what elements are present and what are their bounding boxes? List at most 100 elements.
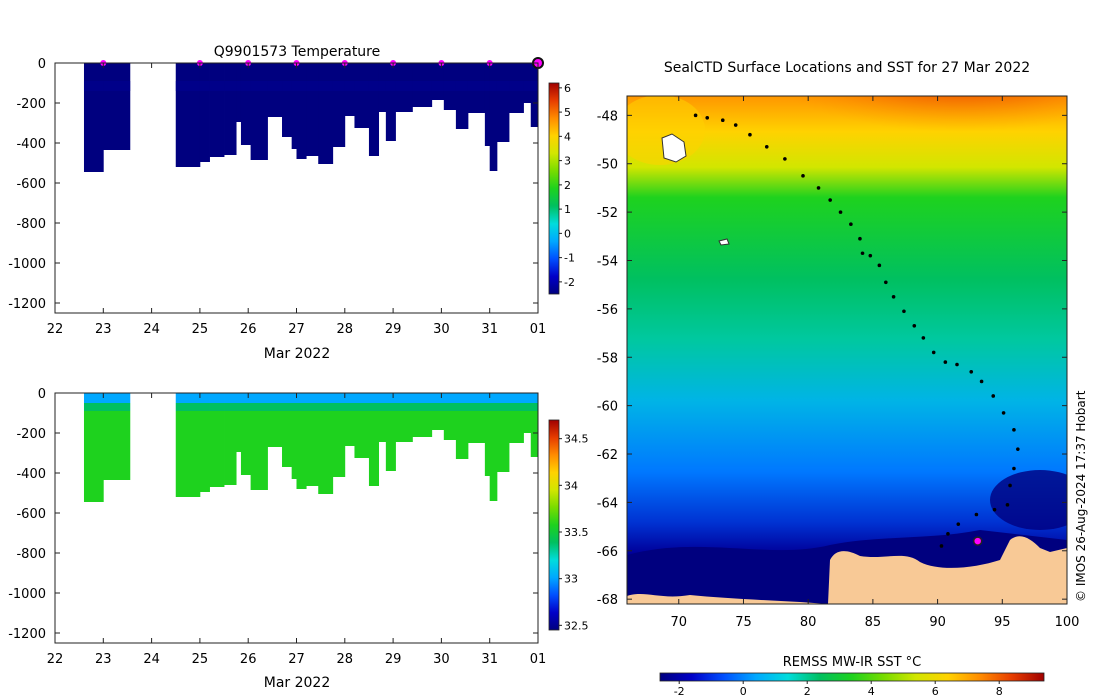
x-tick-label: 31 [481, 652, 498, 667]
sst-map-panel: SealCTD Surface Locations and SST for 27… [597, 60, 1088, 698]
salinity-profile-cell [395, 411, 413, 442]
salinity-profile-cell [83, 403, 104, 411]
salinity-profile-cell [291, 403, 297, 411]
colorbar-tick-label: -2 [564, 276, 575, 289]
salinity-profile-cell [509, 411, 524, 443]
x-tick-label: 24 [143, 652, 160, 667]
temperature-profile-band [385, 81, 396, 91]
temperature-y-axis: 0 -200 -400 -600 -800 -1000 -1200 [8, 57, 538, 312]
salinity-profile-cell [354, 443, 370, 458]
salinity-colorbar-ticks: 34.5 34 33.5 33 32.5 [559, 433, 589, 632]
salinity-profile-cell [484, 393, 491, 403]
temperature-profile-band [103, 81, 131, 91]
map-latitude-axis: -48 -50 -52 -54 -56 -58 -60 -62 -64 -66 -68 [597, 109, 1067, 608]
salinity-profile-cell [282, 403, 293, 411]
temperature-profile-bar [199, 63, 210, 162]
x-tick-label: 22 [47, 322, 64, 337]
salinity-profile-cell [236, 403, 242, 411]
track-point [801, 174, 805, 178]
salinity-profile-cell [354, 393, 370, 403]
sst-colorbar-tick-label: 4 [868, 685, 875, 698]
salinity-profile-cell [175, 411, 201, 443]
temperature-profile-bar [209, 63, 225, 157]
temperature-profile-band [431, 81, 445, 91]
salinity-profile-cell [332, 443, 346, 477]
salinity-profile-cell [443, 403, 457, 411]
track-point [860, 251, 865, 256]
temperature-profile-bar [224, 63, 237, 155]
salinity-profile-cell [496, 443, 510, 472]
temperature-profile-band [530, 81, 539, 91]
y-tick-label: 0 [38, 387, 46, 402]
temperature-profile-band [199, 81, 210, 91]
salinity-profile-cell [306, 443, 319, 486]
salinity-profile-cell [318, 393, 334, 403]
temperature-profile-bar [530, 63, 539, 127]
salinity-profile-cell [291, 411, 297, 443]
track-point [939, 544, 944, 548]
salinity-profile-cell [224, 443, 237, 485]
salinity-profile-cell [496, 411, 510, 443]
temperature-profile-band [250, 81, 268, 91]
lon-tick-label: 80 [800, 615, 817, 630]
salinity-profile-cell [199, 403, 210, 411]
track-point [816, 186, 821, 190]
sst-colorbar [659, 672, 1045, 682]
x-tick-label: 25 [192, 322, 209, 337]
x-tick-label: 27 [288, 652, 305, 667]
salinity-profile-cell [489, 393, 498, 403]
salinity-colorbar [548, 419, 560, 631]
salinity-profile-cell [250, 411, 268, 443]
salinity-profile-cell [344, 393, 355, 403]
salinity-profile-cell [467, 411, 486, 443]
salinity-profile-cell [354, 411, 370, 443]
lat-tick-label: -62 [597, 448, 618, 463]
salinity-profile-cell [103, 393, 131, 403]
salinity-profile-cell [291, 393, 297, 403]
salinity-profile-cell [83, 411, 104, 443]
y-tick-label: -400 [16, 137, 46, 152]
lat-tick-label: -60 [597, 400, 618, 415]
colorbar-tick-label: 4 [564, 130, 571, 143]
salinity-profile-cell [175, 393, 201, 403]
sst-field [627, 96, 1067, 604]
x-tick-label: 27 [288, 322, 305, 337]
track-point [748, 132, 752, 137]
salinity-profile-cell [455, 443, 469, 459]
temperature-profile-bar [240, 63, 252, 145]
salinity-profile-cell [530, 393, 539, 403]
sst-warm-west [627, 96, 705, 165]
salinity-profile-cell [291, 443, 297, 479]
salinity-profile-cell [199, 443, 210, 492]
track-point [891, 294, 896, 299]
x-tick-label: 26 [240, 322, 257, 337]
track-point [720, 118, 725, 122]
seal-track [693, 113, 1020, 548]
salinity-profile-cell [484, 411, 491, 443]
salinity-profile-cell [385, 393, 396, 403]
salinity-profile-cell [354, 403, 370, 411]
salinity-profile-cell [332, 403, 346, 411]
lon-tick-label: 70 [670, 615, 687, 630]
salinity-profile-cell [240, 393, 252, 403]
temperature-profile-bar [282, 63, 293, 137]
salinity-profile-cell [83, 393, 104, 403]
x-tick-label: 30 [433, 652, 450, 667]
salinity-profile-cell [368, 411, 380, 443]
temperature-profile-bar [385, 63, 396, 141]
y-tick-label: -1200 [8, 627, 46, 642]
temperature-profile-band [296, 81, 307, 91]
salinity-profile-cell [240, 443, 252, 475]
salinity-profile-cell [523, 411, 532, 433]
lat-tick-label: -68 [597, 593, 618, 608]
track-point [912, 324, 917, 328]
track-point [955, 362, 959, 367]
sst-colorbar-tick-label: 8 [996, 685, 1003, 698]
salinity-profile-cell [250, 443, 268, 490]
salinity-profile-cell [378, 411, 387, 442]
sst-colorbar-tick-label: -2 [674, 685, 685, 698]
salinity-profile-cell [306, 411, 319, 443]
salinity-profile-cell [224, 403, 237, 411]
salinity-profile-cell [199, 411, 210, 443]
x-tick-label: 23 [95, 652, 112, 667]
